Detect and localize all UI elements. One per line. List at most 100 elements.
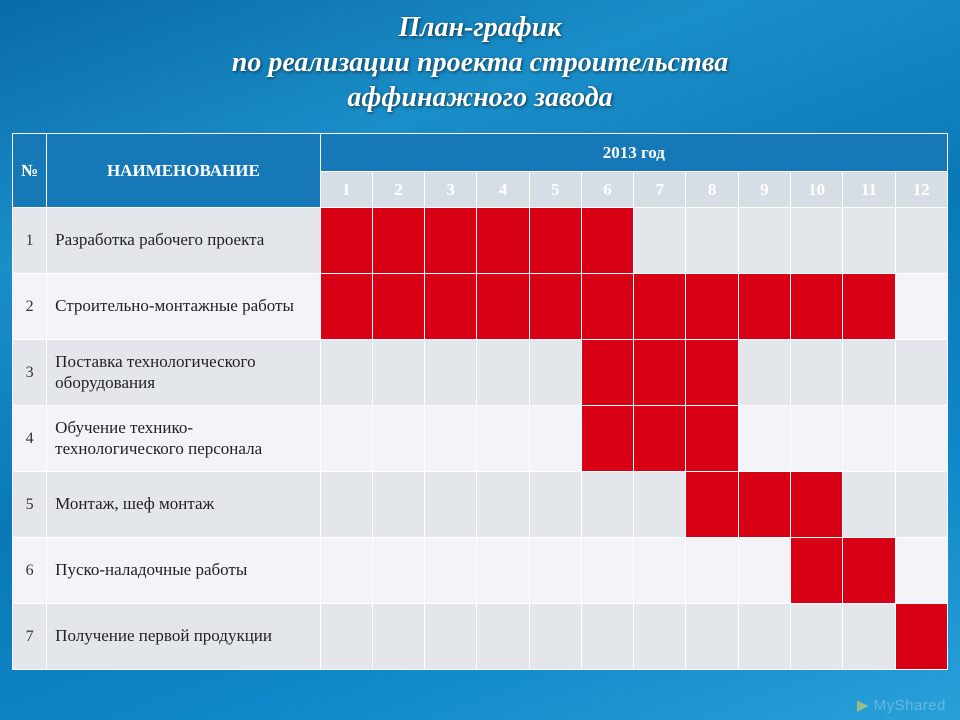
gantt-cell-empty <box>843 208 895 274</box>
gantt-cell-empty <box>686 208 738 274</box>
gantt-cell-empty <box>529 538 581 604</box>
table-row: 1Разработка рабочего проекта <box>13 208 948 274</box>
header-month-9: 9 <box>738 172 790 208</box>
gantt-cell-empty <box>320 604 372 670</box>
gantt-cell-filled <box>425 274 477 340</box>
gantt-cell-empty <box>738 604 790 670</box>
gantt-cell-empty <box>372 340 424 406</box>
gantt-cell-empty <box>477 340 529 406</box>
gantt-cell-filled <box>895 604 947 670</box>
gantt-cell-filled <box>634 274 686 340</box>
row-name: Получение первой продукции <box>47 604 320 670</box>
row-name: Монтаж, шеф монтаж <box>47 472 320 538</box>
gantt-cell-empty <box>425 406 477 472</box>
table-row: 4Обучение технико-технологического персо… <box>13 406 948 472</box>
gantt-cell-empty <box>529 406 581 472</box>
gantt-cell-empty <box>581 538 633 604</box>
gantt-cell-empty <box>529 604 581 670</box>
gantt-cell-empty <box>895 472 947 538</box>
gantt-cell-empty <box>372 406 424 472</box>
row-name: Разработка рабочего проекта <box>47 208 320 274</box>
row-num: 5 <box>13 472 47 538</box>
table-row: 5Монтаж, шеф монтаж <box>13 472 948 538</box>
gantt-cell-filled <box>738 274 790 340</box>
gantt-cell-empty <box>320 538 372 604</box>
header-month-6: 6 <box>581 172 633 208</box>
gantt-cell-empty <box>790 340 842 406</box>
row-name: Пуско-наладочные работы <box>47 538 320 604</box>
row-num: 6 <box>13 538 47 604</box>
gantt-cell-empty <box>477 604 529 670</box>
gantt-cell-empty <box>581 472 633 538</box>
gantt-cell-empty <box>738 340 790 406</box>
gantt-cell-filled <box>738 472 790 538</box>
gantt-cell-filled <box>372 274 424 340</box>
gantt-cell-empty <box>320 406 372 472</box>
gantt-cell-empty <box>738 406 790 472</box>
slide-title: План-график по реализации проекта строит… <box>0 10 960 115</box>
gantt-cell-empty <box>634 538 686 604</box>
gantt-cell-empty <box>372 604 424 670</box>
header-month-10: 10 <box>790 172 842 208</box>
gantt-cell-empty <box>790 406 842 472</box>
gantt-cell-filled <box>686 406 738 472</box>
gantt-header: № НАИМЕНОВАНИЕ 2013 год 123456789101112 <box>13 134 948 208</box>
title-line-3: аффинажного завода <box>347 82 612 113</box>
gantt-cell-filled <box>790 472 842 538</box>
gantt-cell-filled <box>320 208 372 274</box>
header-month-3: 3 <box>425 172 477 208</box>
gantt-table: № НАИМЕНОВАНИЕ 2013 год 123456789101112 … <box>12 133 948 670</box>
gantt-cell-filled <box>686 274 738 340</box>
row-name: Поставка технологического оборудования <box>47 340 320 406</box>
gantt-cell-empty <box>686 538 738 604</box>
title-line-2: по реализации проекта строительства <box>232 47 728 78</box>
gantt-cell-filled <box>581 340 633 406</box>
row-name: Строительно-монтажные работы <box>47 274 320 340</box>
gantt-cell-filled <box>843 538 895 604</box>
header-month-7: 7 <box>634 172 686 208</box>
gantt-cell-empty <box>738 538 790 604</box>
header-month-2: 2 <box>372 172 424 208</box>
row-name: Обучение технико-технологического персон… <box>47 406 320 472</box>
row-num: 1 <box>13 208 47 274</box>
gantt-cell-empty <box>895 406 947 472</box>
gantt-cell-filled <box>790 538 842 604</box>
gantt-cell-filled <box>477 208 529 274</box>
gantt-cell-empty <box>895 274 947 340</box>
gantt-cell-filled <box>425 208 477 274</box>
gantt-cell-empty <box>477 406 529 472</box>
watermark-text: MyShared <box>874 697 946 714</box>
gantt-cell-filled <box>581 208 633 274</box>
gantt-cell-empty <box>895 538 947 604</box>
gantt-cell-empty <box>738 208 790 274</box>
gantt-cell-filled <box>686 472 738 538</box>
header-month-12: 12 <box>895 172 947 208</box>
gantt-cell-empty <box>477 538 529 604</box>
header-month-5: 5 <box>529 172 581 208</box>
gantt-cell-empty <box>529 340 581 406</box>
gantt-cell-filled <box>843 274 895 340</box>
gantt-cell-empty <box>425 472 477 538</box>
title-line-1: План-график <box>398 12 561 43</box>
gantt-cell-empty <box>790 208 842 274</box>
gantt-cell-empty <box>425 604 477 670</box>
gantt-cell-filled <box>790 274 842 340</box>
gantt-cell-empty <box>425 538 477 604</box>
gantt-cell-filled <box>581 406 633 472</box>
table-row: 2Строительно-монтажные работы <box>13 274 948 340</box>
gantt-cell-filled <box>320 274 372 340</box>
header-month-1: 1 <box>320 172 372 208</box>
slide: План-график по реализации проекта строит… <box>0 0 960 720</box>
watermark: ▶ MyShared <box>857 696 946 714</box>
row-num: 7 <box>13 604 47 670</box>
gantt-cell-filled <box>634 340 686 406</box>
table-row: 6Пуско-наладочные работы <box>13 538 948 604</box>
gantt-cell-empty <box>581 604 633 670</box>
gantt-cell-empty <box>634 472 686 538</box>
gantt-cell-filled <box>634 406 686 472</box>
gantt-cell-empty <box>477 472 529 538</box>
gantt-cell-empty <box>895 340 947 406</box>
gantt-cell-empty <box>843 472 895 538</box>
header-name: НАИМЕНОВАНИЕ <box>47 134 320 208</box>
gantt-cell-empty <box>634 604 686 670</box>
